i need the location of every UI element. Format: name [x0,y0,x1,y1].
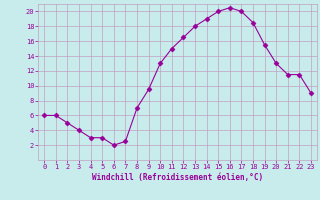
X-axis label: Windchill (Refroidissement éolien,°C): Windchill (Refroidissement éolien,°C) [92,173,263,182]
